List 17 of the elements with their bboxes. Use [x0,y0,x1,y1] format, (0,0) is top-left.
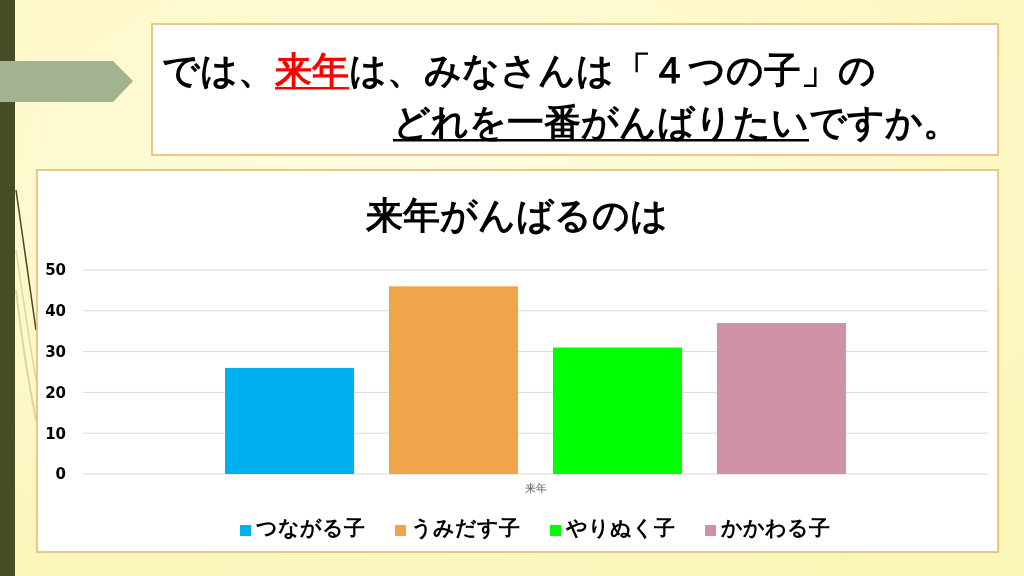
y-tick-label: 10 [45,424,66,443]
bar [552,347,683,474]
legend-label: やりぬく子 [565,516,675,540]
y-tick-label: 20 [45,383,66,402]
chart-title: 来年がんばるのは [365,194,668,237]
y-tick-label: 50 [45,261,66,280]
legend-label: かかわる子 [720,516,830,540]
bar [225,367,355,474]
y-tick-label: 0 [55,465,66,484]
y-tick-label: 40 [45,302,66,321]
x-tick-label: 来年 [524,481,547,495]
legend-label: うみだす子 [411,516,520,540]
bar [716,323,846,474]
text: では、来年は、みなさんは「４つの子」の [162,49,876,92]
bar [388,286,519,474]
y-tick-label: 30 [45,342,66,361]
legend-label: つながる子 [256,516,365,540]
